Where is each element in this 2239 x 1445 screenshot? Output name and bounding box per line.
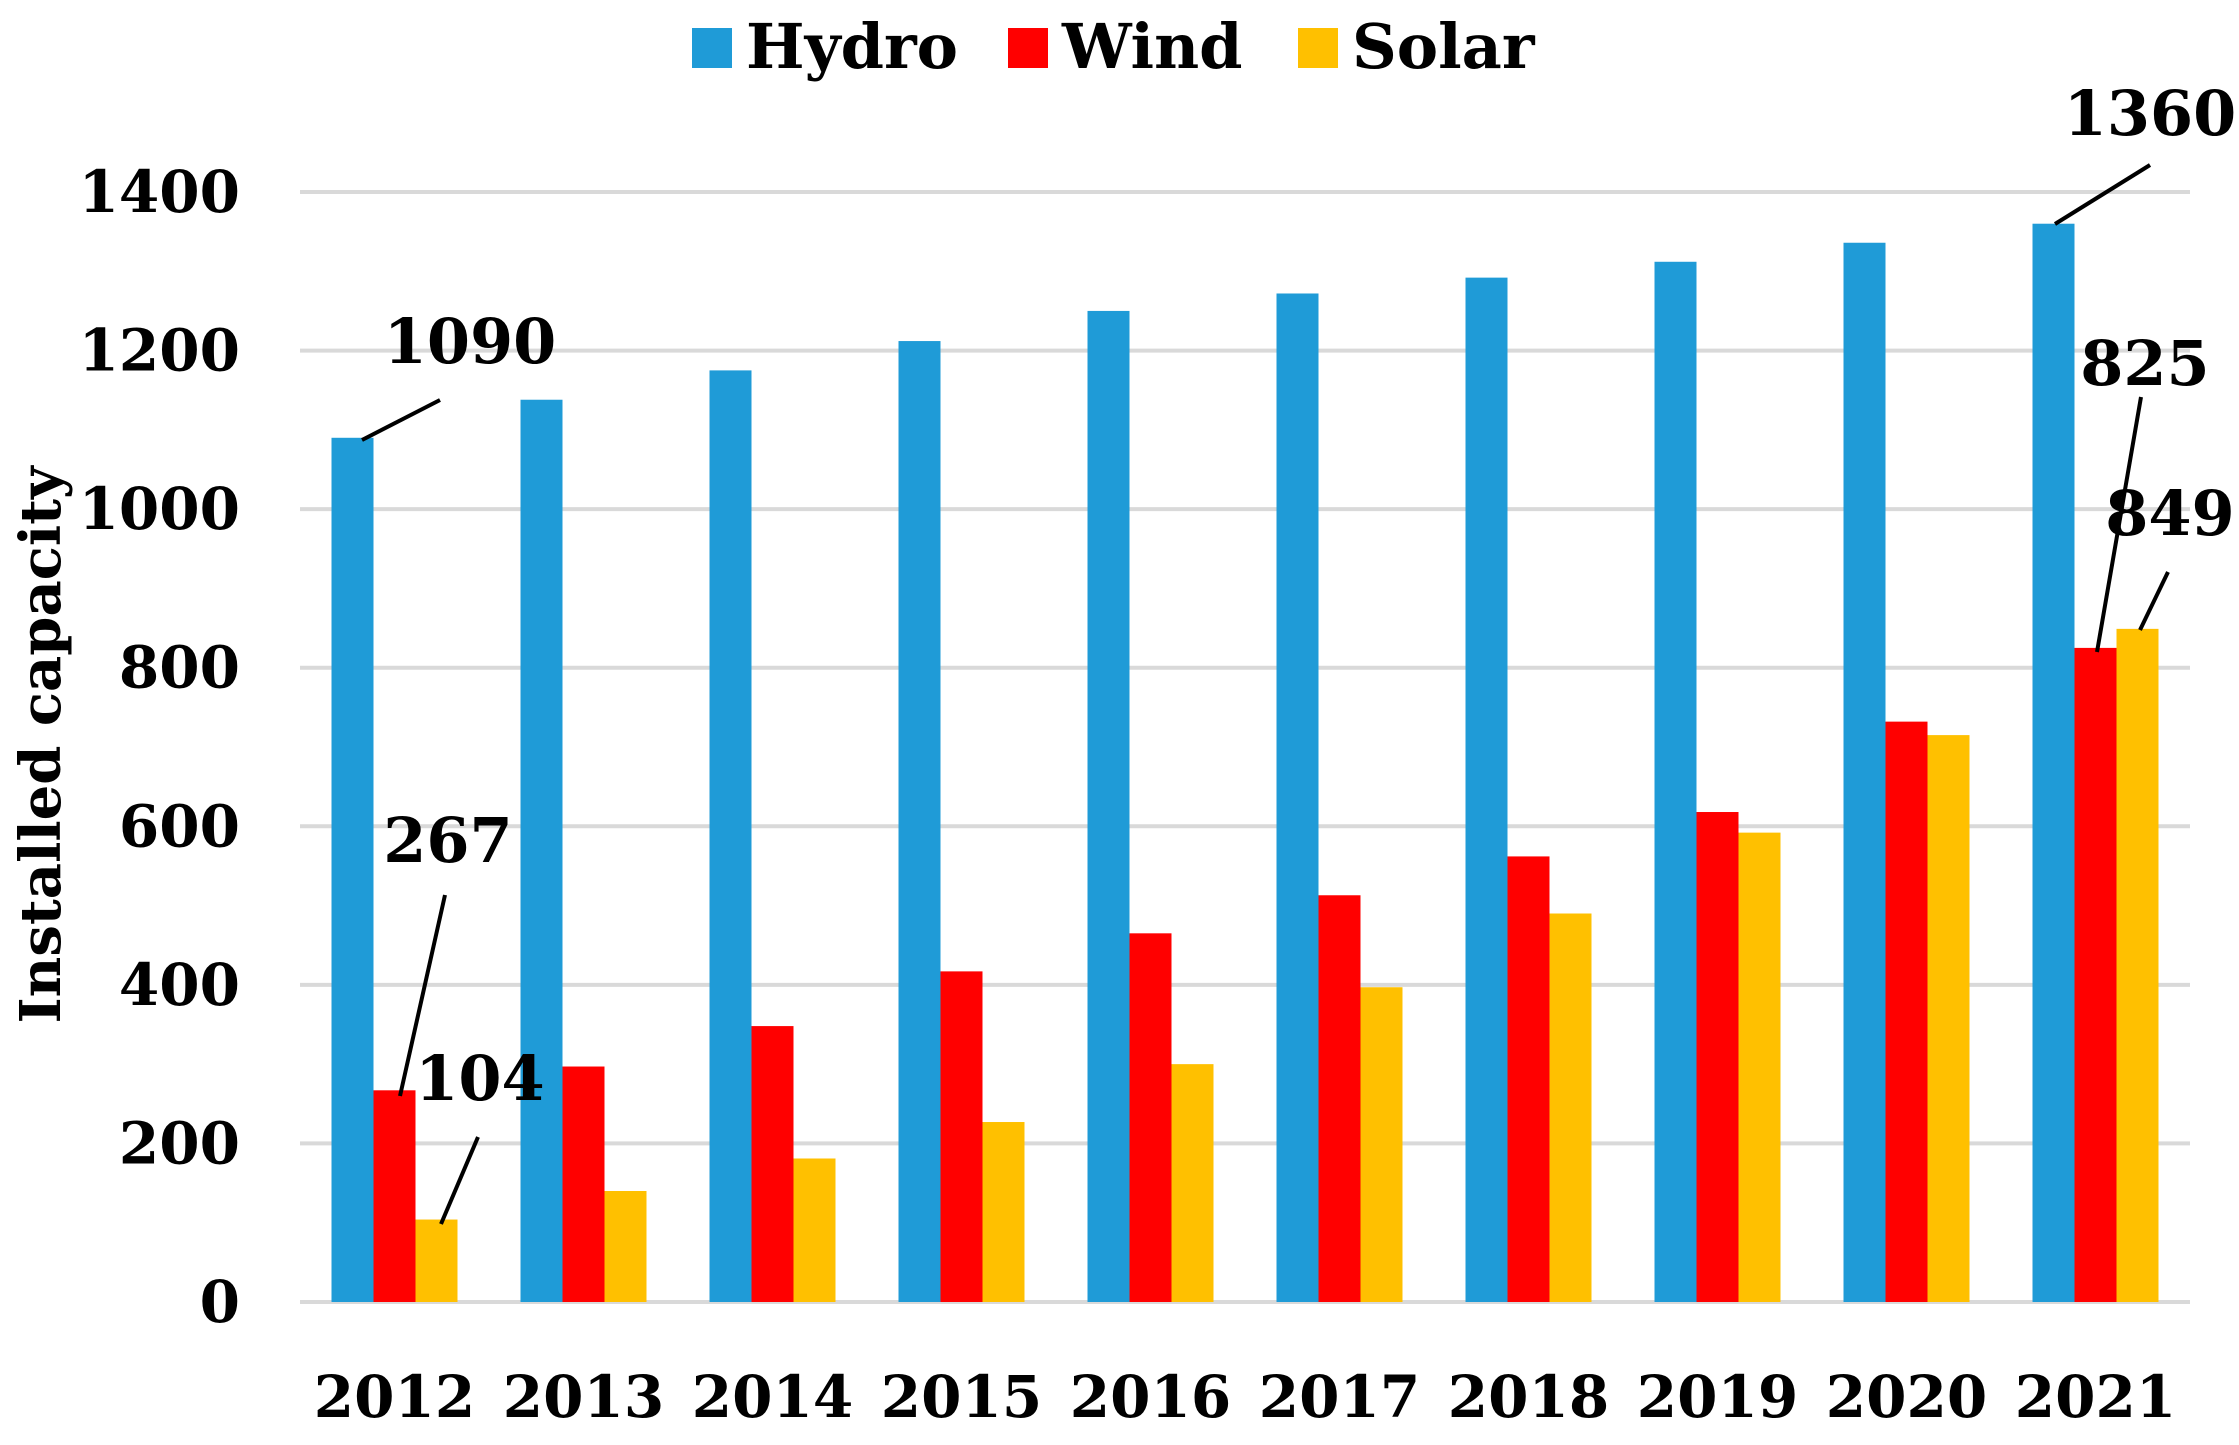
- bar-wind-2016: [1129, 933, 1172, 1302]
- bars: [331, 223, 2159, 1303]
- legend-item-wind: Wind: [1008, 10, 1243, 83]
- bar-wind-2021: [2074, 647, 2117, 1302]
- bar-hydro-2019: [1654, 261, 1697, 1302]
- leader-line: [2095, 396, 2143, 653]
- legend-label: Wind: [1061, 10, 1243, 83]
- bar-solar-2018: [1549, 913, 1592, 1302]
- x-tick-label: 2014: [692, 1363, 853, 1431]
- legend-label: Hydro: [746, 10, 958, 83]
- x-tick-label: 2018: [1448, 1363, 1609, 1431]
- bar-solar-2019: [1738, 832, 1781, 1302]
- bar-solar-2020: [1927, 735, 1970, 1302]
- bar-solar-2012: [415, 1219, 458, 1302]
- y-tick-label: 0: [200, 1268, 240, 1336]
- legend-swatch: [1298, 28, 1338, 68]
- y-tick-label: 1000: [79, 475, 240, 543]
- bar-wind-2020: [1885, 721, 1928, 1302]
- legend-item-solar: Solar: [1298, 10, 1536, 83]
- legend-swatch: [1008, 28, 1048, 68]
- data-label-wind-2021: 825: [2080, 327, 2209, 400]
- bar-wind-2014: [751, 1026, 794, 1302]
- x-tick-label: 2021: [2015, 1363, 2176, 1431]
- bar-solar-2021: [2116, 628, 2159, 1302]
- x-tick-label: 2019: [1637, 1363, 1798, 1431]
- y-tick-label: 600: [119, 792, 240, 860]
- x-tick-label: 2013: [503, 1363, 664, 1431]
- y-tick-label: 1400: [79, 158, 240, 226]
- bar-solar-2017: [1360, 987, 1403, 1302]
- bar-hydro-2020: [1843, 242, 1886, 1302]
- bar-hydro-2015: [898, 341, 941, 1302]
- bar-solar-2013: [604, 1191, 647, 1302]
- bar-hydro-2016: [1087, 310, 1130, 1302]
- x-tick-labels: 2012 2013 2014 2015 2016 2017 2018 2019 2020 2021: [314, 1363, 2176, 1431]
- bar-wind-2012: [373, 1090, 416, 1302]
- gridlines: [300, 190, 2190, 1304]
- bar-solar-2016: [1171, 1064, 1214, 1302]
- x-tick-label: 2015: [881, 1363, 1042, 1431]
- bar-wind-2018: [1507, 856, 1550, 1302]
- bar-wind-2019: [1696, 812, 1739, 1302]
- leader-line: [439, 1136, 480, 1225]
- x-tick-label: 2017: [1259, 1363, 1420, 1431]
- bar-wind-2015: [940, 971, 983, 1302]
- bar-wind-2017: [1318, 895, 1361, 1302]
- bar-hydro-2018: [1465, 277, 1508, 1303]
- x-tick-label: 2012: [314, 1363, 475, 1431]
- data-label-hydro-2012: 1090: [384, 305, 557, 378]
- legend: Hydro Wind Solar: [692, 10, 1536, 83]
- data-label-wind-2012: 267: [383, 804, 512, 877]
- leader-line: [2053, 163, 2152, 226]
- data-label-solar-2012: 104: [415, 1042, 544, 1115]
- bar-solar-2014: [793, 1158, 836, 1302]
- leader-line: [2138, 571, 2170, 631]
- data-label-solar-2021: 849: [2105, 477, 2234, 550]
- y-axis-title: Installed capacity: [8, 465, 74, 1023]
- y-tick-label: 200: [119, 1109, 240, 1177]
- legend-item-hydro: Hydro: [692, 10, 958, 83]
- y-tick-label: 800: [119, 634, 240, 702]
- y-tick-label: 1200: [79, 317, 240, 385]
- leader-line: [361, 398, 441, 442]
- x-tick-label: 2020: [1826, 1363, 1987, 1431]
- legend-label: Solar: [1352, 10, 1536, 83]
- x-tick-label: 2016: [1070, 1363, 1231, 1431]
- bar-hydro-2013: [520, 399, 563, 1302]
- legend-swatch: [692, 28, 732, 68]
- bar-solar-2015: [982, 1122, 1025, 1302]
- data-label-hydro-2021: 1360: [2064, 77, 2237, 150]
- bar-wind-2013: [562, 1066, 605, 1302]
- bar-hydro-2017: [1276, 293, 1319, 1302]
- leader-line: [398, 894, 447, 1097]
- bar-hydro-2021: [2032, 223, 2075, 1303]
- data-labels: 1090 267 104 1360 825 849: [361, 77, 2237, 1225]
- bar-hydro-2014: [709, 370, 752, 1303]
- y-tick-label: 400: [119, 951, 240, 1019]
- bar-hydro-2012: [331, 437, 374, 1302]
- y-tick-labels: 0 200 400 600 800 1000 1200 1400: [79, 158, 240, 1336]
